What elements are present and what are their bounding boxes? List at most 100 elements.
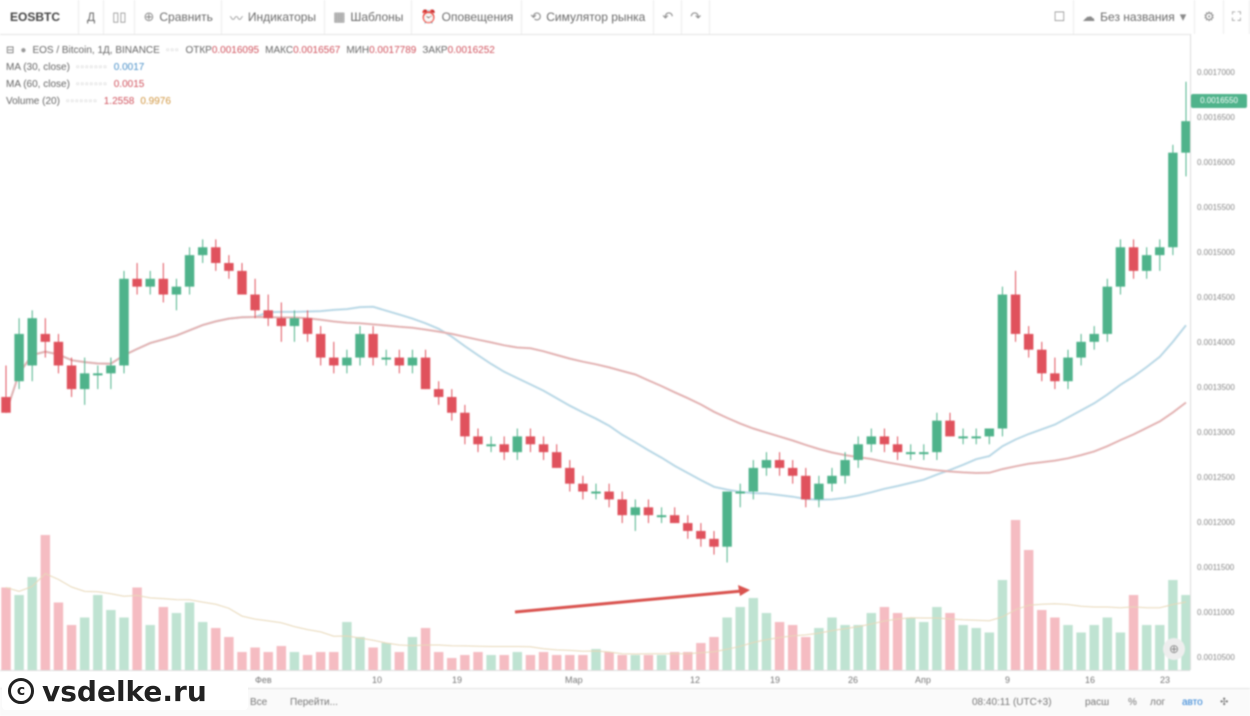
volume-bar bbox=[512, 652, 523, 670]
volume-bar bbox=[460, 655, 470, 670]
candle bbox=[591, 483, 601, 500]
candle bbox=[289, 310, 300, 342]
templates-button[interactable]: ▦ Шаблоны bbox=[325, 0, 413, 34]
time-axis[interactable]: Фев 10 19 Мар 12 19 26 Апр 9 16 23 bbox=[0, 670, 1190, 689]
volume-bar bbox=[538, 652, 549, 670]
layout-name-button[interactable]: ☁ Без названия ▾ bbox=[1074, 0, 1196, 34]
volume-controls[interactable]: ▫▫▫▫▫▫▫ bbox=[65, 96, 98, 107]
volume-bar bbox=[669, 652, 680, 670]
legend-controls[interactable]: ▫▫▫ bbox=[165, 45, 180, 56]
undo-button[interactable]: ↶ bbox=[654, 0, 683, 34]
candle bbox=[1168, 144, 1178, 256]
chart-type-button[interactable]: ▯▯ bbox=[104, 0, 136, 34]
legend-main-row: ⊟ ● EOS / Bitcoin, 1Д, BINANCE ▫▫▫ ОТКР0… bbox=[6, 42, 495, 59]
all-range-button[interactable]: Все bbox=[250, 697, 268, 708]
price-chart[interactable] bbox=[0, 34, 1191, 670]
time-tick-label: Фев bbox=[255, 675, 272, 685]
current-price-tag: 0.0016550 bbox=[1191, 94, 1247, 108]
candle bbox=[722, 491, 732, 563]
price-tick-label: 0.0010500 bbox=[1197, 653, 1235, 662]
volume-bar bbox=[840, 625, 850, 670]
chart-pane[interactable] bbox=[0, 34, 1191, 670]
candle bbox=[840, 452, 850, 484]
candle bbox=[696, 523, 706, 547]
volume-bar bbox=[407, 637, 418, 670]
volume-bar bbox=[984, 632, 995, 670]
fullscreen-icon: ⛶ bbox=[1231, 9, 1241, 24]
compare-label: Сравнить bbox=[159, 10, 213, 24]
price-tick-label: 0.0013500 bbox=[1197, 383, 1235, 392]
volume-ma-value: 0.9976 bbox=[140, 96, 171, 107]
fullscreen-button[interactable]: ⛶ bbox=[1224, 0, 1250, 34]
price-tick-label: 0.0014000 bbox=[1197, 338, 1235, 347]
volume-bar bbox=[315, 652, 326, 670]
candle bbox=[919, 444, 929, 461]
candle bbox=[158, 263, 169, 303]
price-axis[interactable]: 0.0017000 0.0016500 0.0016000 0.0015500 0.00… bbox=[1190, 34, 1250, 670]
indicators-button[interactable]: 〰 Индикаторы bbox=[222, 0, 326, 34]
volume-bar bbox=[853, 625, 863, 670]
volume-bar bbox=[499, 655, 509, 670]
settings-grid-icon[interactable]: ✣ bbox=[1220, 697, 1229, 708]
volume-bar bbox=[145, 625, 155, 670]
legend-volume-row[interactable]: Volume (20) ▫▫▫▫▫▫▫ 1.2558 0.9976 bbox=[6, 93, 495, 110]
symbol-search[interactable]: EOSBTC bbox=[0, 0, 79, 34]
alerts-button[interactable]: ⏰ Оповещения bbox=[412, 0, 523, 34]
alerts-label: Оповещения bbox=[441, 10, 514, 24]
ma1-controls[interactable]: ▫▫▫▫▫▫▫ bbox=[75, 62, 108, 73]
high-value: 0.0016567 bbox=[293, 45, 341, 56]
interval-button[interactable]: Д bbox=[79, 0, 105, 34]
volume-bar bbox=[997, 580, 1008, 670]
candle bbox=[1089, 326, 1099, 350]
candle bbox=[1115, 239, 1126, 295]
volume-bar bbox=[932, 607, 942, 670]
legend-ma2-row[interactable]: MA (60, close) ▫▫▫▫▫▫▫ 0.0015 bbox=[6, 76, 495, 93]
volume-bar bbox=[106, 610, 116, 670]
volume-bar bbox=[1102, 617, 1113, 670]
go-to-button[interactable]: Перейти... bbox=[290, 697, 338, 708]
close-value: 0.0016252 bbox=[447, 45, 495, 56]
volume-bar bbox=[1141, 625, 1152, 670]
price-tick-label: 0.0011500 bbox=[1197, 563, 1235, 572]
layout-name-label: Без названия bbox=[1100, 10, 1175, 24]
candle bbox=[512, 428, 523, 461]
settings-button[interactable]: ⚙ bbox=[1195, 0, 1224, 34]
timezone-label[interactable]: 08:40:11 (UTC+3) bbox=[972, 697, 1052, 708]
candle bbox=[1, 365, 11, 413]
candle bbox=[315, 326, 326, 366]
time-tick-label: 9 bbox=[1005, 675, 1011, 685]
extended-hours-button[interactable]: расш bbox=[1085, 697, 1110, 708]
volume-bar bbox=[1023, 550, 1034, 670]
collapse-legend-icon[interactable]: ⊟ bbox=[6, 45, 15, 56]
simulator-button[interactable]: ⟲ Симулятор рынка bbox=[522, 0, 655, 34]
auto-scale-button[interactable]: авто bbox=[1182, 697, 1203, 708]
volume-bar bbox=[224, 637, 234, 670]
ma2-value: 0.0015 bbox=[113, 79, 145, 90]
legend-ma1-row[interactable]: MA (30, close) ▫▫▫▫▫▫▫ 0.0017 bbox=[6, 59, 495, 76]
layout-toggle-button[interactable]: ☐ bbox=[1046, 0, 1075, 34]
redo-button[interactable]: ↷ bbox=[682, 0, 711, 34]
price-tick-label: 0.0016500 bbox=[1197, 113, 1235, 122]
volume-bar bbox=[79, 617, 90, 670]
volume-bar bbox=[604, 652, 614, 670]
volume-bar bbox=[237, 652, 247, 670]
volume-bar bbox=[722, 617, 732, 670]
volume-bar bbox=[66, 625, 77, 670]
candle bbox=[40, 318, 51, 358]
volume-bar bbox=[486, 655, 496, 670]
volume-bar bbox=[1, 587, 11, 670]
ma2-controls[interactable]: ▫▫▫▫▫▫▫ bbox=[75, 79, 108, 90]
volume-bar bbox=[709, 637, 719, 670]
volume-bar bbox=[171, 613, 182, 670]
compare-button[interactable]: ⊕ Сравнить bbox=[135, 0, 222, 34]
close-label: ЗАКР bbox=[422, 45, 448, 56]
percent-scale-button[interactable]: % bbox=[1128, 697, 1137, 708]
simulator-label: Симулятор рынка bbox=[546, 10, 646, 24]
candle bbox=[145, 270, 155, 295]
log-scale-button[interactable]: лог bbox=[1150, 697, 1166, 708]
candle bbox=[119, 270, 129, 374]
volume-bar bbox=[27, 577, 37, 670]
scroll-to-latest-button[interactable]: ⊕ bbox=[1163, 638, 1185, 660]
ma1-label: MA (30, close) bbox=[6, 62, 70, 73]
candle bbox=[93, 365, 103, 390]
